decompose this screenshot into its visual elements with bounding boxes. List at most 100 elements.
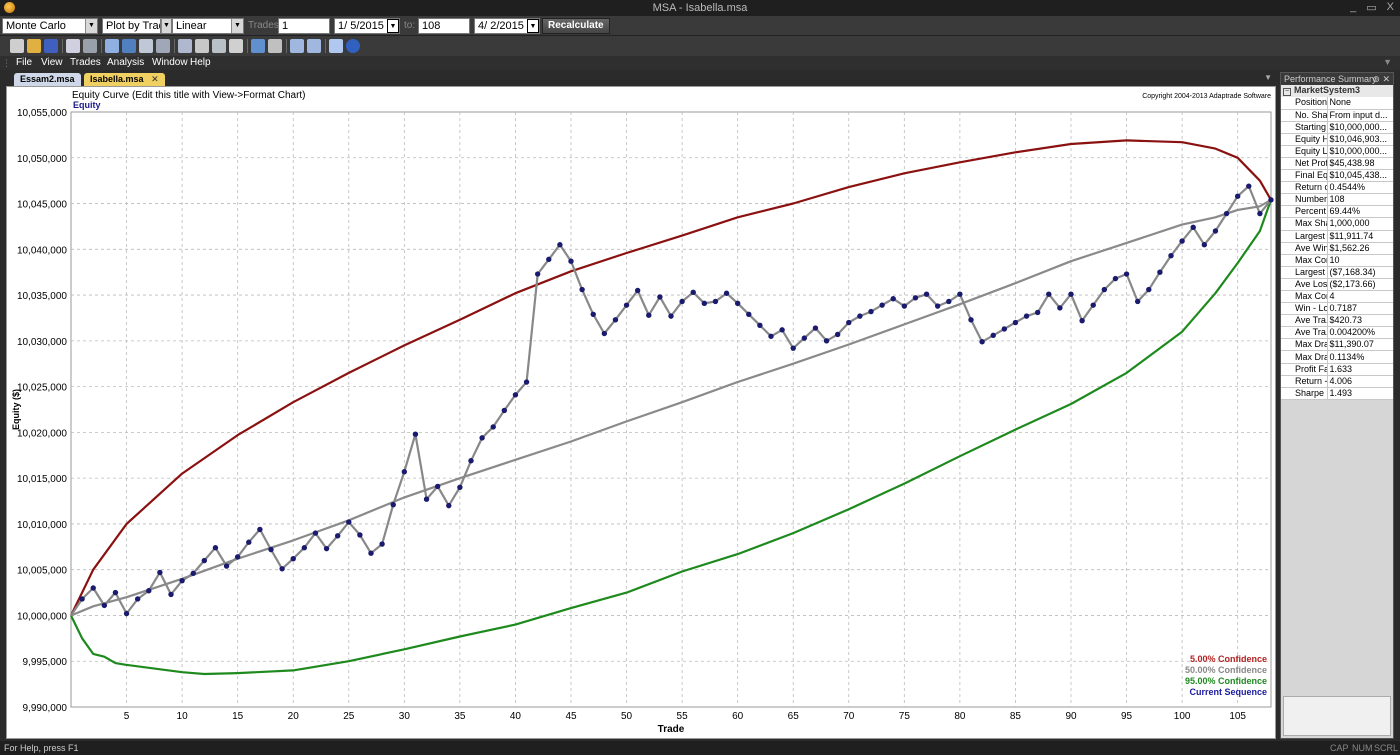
chevron-down-icon[interactable]: ▼ [527,19,539,33]
summary-row[interactable]: Starting ...$10,000,000... [1281,121,1393,134]
app-icon[interactable] [4,2,15,13]
summary-row[interactable]: Largest ...$11,911.74 [1281,230,1393,243]
summary-row[interactable]: Max Con...4 [1281,290,1393,304]
summary-row[interactable]: Final Eq...$10,045,438... [1281,169,1393,183]
bar-chart-icon[interactable] [268,39,282,53]
summary-row[interactable]: Equity Hi...$10,046,903... [1281,133,1393,146]
open-folder-icon[interactable] [27,39,41,53]
summary-icon[interactable] [229,39,243,53]
summary-row[interactable]: Equity L...$10,000,000... [1281,145,1393,158]
equity-icon[interactable] [195,39,209,53]
trades-from-input[interactable]: 1 [278,18,330,34]
summary-row[interactable]: Ave Tra...0.004200% [1281,326,1393,340]
date-to-picker[interactable]: 4/ 2/2015 ▼ [474,18,540,34]
data-point [668,313,674,319]
print-icon[interactable] [83,39,97,53]
chevron-down-icon[interactable]: ▼ [231,19,243,33]
summary-row[interactable]: Percent ...69.44% [1281,205,1393,219]
summary-row[interactable]: Position ...None [1281,97,1393,110]
close-icon[interactable]: ✕ [1382,74,1390,84]
data-point [357,532,363,538]
summary-row[interactable]: Max Dra...0.1134% [1281,350,1393,364]
analysis-toolbar: Monte Carlo ▼ Plot by Trade ▼ Linear ▼ T… [0,16,1400,36]
new-file-icon[interactable] [10,39,24,53]
summary-row[interactable]: Ave Loss:($2,173.66) [1281,278,1393,292]
summary-row[interactable]: Profit Fa...1.633 [1281,363,1393,376]
menu-file[interactable]: File [16,57,33,68]
to-label: to: [404,20,416,31]
x-tick-label: 10 [177,711,189,722]
data-point [679,298,685,305]
trades-list-icon[interactable] [178,39,192,53]
summary-row[interactable]: Max Con...10 [1281,254,1393,267]
menu-view[interactable]: View [41,57,63,68]
summary-row[interactable]: Net Profit:$45,438.98 [1281,157,1393,171]
summary-row[interactable]: Sharpe ...1.493 [1281,387,1393,400]
date-from-picker[interactable]: 1/ 5/2015 ▼ [334,18,400,34]
chevron-down-icon[interactable]: ▼ [85,19,97,33]
pin-icon[interactable]: ⊚ [1372,74,1380,84]
summary-row[interactable]: Return o...0.4544% [1281,181,1393,195]
scale-select[interactable]: Linear ▼ [172,18,244,34]
plot-mode-select[interactable]: Plot by Trade [102,18,168,34]
tab-isabella[interactable]: Isabella.msa ✕ [84,73,165,86]
data-point [801,335,808,341]
summary-row[interactable]: Largest ...($7,168.34) [1281,266,1393,279]
grid-icon[interactable] [251,39,265,53]
menu-help[interactable]: Help [190,57,211,68]
recalculate-button[interactable]: Recalculate [542,18,610,34]
data-point [734,300,741,307]
find-icon[interactable] [329,39,343,53]
property-description-area [1283,696,1391,736]
status-num: NUM [1352,743,1373,753]
tab-essam2[interactable]: Essam2.msa [14,73,81,86]
data-point [823,338,830,344]
summary-row-name: Number ... [1281,193,1327,207]
menu-trades[interactable]: Trades [70,57,101,68]
report-icon[interactable] [156,39,170,53]
summary-row-name: Equity Hi... [1281,133,1327,146]
system-group-header[interactable]: − MarketSystem3 [1281,85,1393,97]
trades-to-input[interactable]: 108 [418,18,470,34]
collapse-icon[interactable]: − [1283,88,1291,96]
analysis-type-select[interactable]: Monte Carlo ▼ [2,18,98,34]
equity-curve-chart[interactable]: 9,990,000 9,995,000 10,000,000 10,005,000 10… [7,87,1275,738]
zoom-in-icon[interactable] [290,39,304,53]
data-point [701,300,708,307]
x-tick-label: 20 [288,711,300,722]
data-point [690,289,696,296]
data-point [90,585,96,591]
zoom-out-icon[interactable] [307,39,321,53]
restore-icon[interactable]: ▭ [1366,2,1377,14]
data-point [568,258,574,264]
close-icon[interactable]: X [1386,1,1394,13]
summary-row[interactable]: Max Dra...$11,390.07 [1281,338,1393,352]
drawdown-icon[interactable] [212,39,226,53]
edit-system-icon[interactable] [105,39,119,53]
data-point [334,533,341,539]
data-point [1212,228,1219,234]
summary-row[interactable]: Return - ...4.006 [1281,375,1393,388]
copy-icon[interactable] [66,39,80,53]
close-icon[interactable]: ✕ [151,74,159,84]
summary-row-value: $11,390.07 [1326,338,1393,352]
plot-mode-dropdown-button[interactable]: ▼ [160,18,172,34]
chart-icon[interactable] [122,39,136,53]
summary-row[interactable]: Max Sha...1,000,000 [1281,217,1393,231]
help-icon[interactable] [346,39,360,53]
chevron-down-icon[interactable]: ▼ [387,19,399,33]
save-icon[interactable] [44,39,58,53]
summary-row[interactable]: Ave Tra...$420.73 [1281,314,1393,328]
menu-analysis[interactable]: Analysis [107,57,145,68]
summary-row[interactable]: No. Shar...From input d... [1281,109,1393,122]
summary-row[interactable]: Ave Win:$1,562.26 [1281,242,1393,255]
tab-list-dropdown-icon[interactable]: ▼ [1264,73,1272,82]
summary-row[interactable]: Win - Lo...0.7187 [1281,302,1393,316]
summary-row[interactable]: Number ...108 [1281,193,1393,207]
data-point [401,469,408,475]
minimize-icon[interactable]: _ [1350,1,1357,13]
table-icon[interactable] [139,39,153,53]
data-point [1068,291,1074,297]
pin-icon[interactable]: ▼ [1383,57,1392,67]
menu-window[interactable]: Window [152,57,188,68]
